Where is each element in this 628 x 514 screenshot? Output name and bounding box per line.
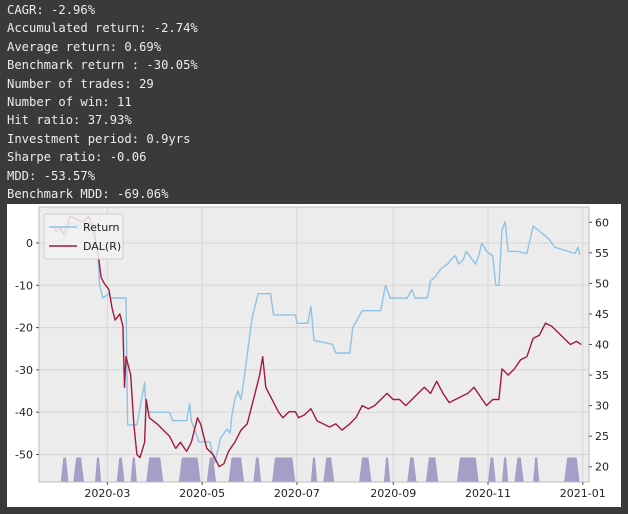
- stat-hit-ratio: Hit ratio: 37.93%: [7, 113, 132, 128]
- position-shading-band: [564, 457, 580, 482]
- y-left-tick-label: -20: [15, 322, 33, 335]
- stat-sharpe-ratio: Sharpe ratio: -0.06: [7, 150, 147, 165]
- position-shading-band: [501, 457, 509, 482]
- y-right-tick-label: 30: [595, 400, 609, 413]
- position-shading-band: [425, 457, 439, 482]
- y-right-tick-label: 20: [595, 461, 609, 474]
- position-shading-band: [514, 457, 524, 482]
- position-shading-band: [310, 457, 318, 482]
- stat-benchmark-return: Benchmark return : -30.05%: [7, 58, 198, 73]
- y-right-tick-label: 60: [595, 216, 609, 229]
- x-tick-label: 2020-05: [179, 487, 225, 500]
- y-right-tick-label: 50: [595, 277, 609, 290]
- plot-background: [39, 207, 589, 482]
- x-tick-label: 2020-11: [465, 487, 511, 500]
- y-right-tick-label: 45: [595, 308, 609, 321]
- stat-accumulated-return: Accumulated return: -2.74%: [7, 21, 198, 36]
- stat-mdd: MDD: -53.57%: [7, 168, 96, 183]
- x-tick-label: 2021-01: [560, 487, 606, 500]
- y-left-tick-label: -50: [15, 449, 33, 462]
- y-right-tick-label: 55: [595, 247, 609, 260]
- position-shading-band: [146, 457, 164, 482]
- position-shading-band: [272, 457, 296, 482]
- position-shading-band: [488, 457, 496, 482]
- y-right-tick-label: 35: [595, 369, 609, 382]
- stat-cagr: CAGR: -2.96%: [7, 3, 96, 17]
- return-vs-benchmark-chart: 0 -10 -20 -30 -40 -50 60 55 50 45 40 35 30 25 20 2020-0…: [15, 206, 609, 500]
- stat-investment-period: Investment period: 0.9yrs: [7, 131, 191, 146]
- series-line-dal: [52, 215, 582, 468]
- position-shading-band: [73, 457, 85, 482]
- position-shading-band: [228, 457, 245, 482]
- y-left-tick-label: -30: [15, 364, 33, 377]
- y-left-tick-label: -40: [15, 406, 33, 419]
- position-shading-band: [94, 457, 102, 482]
- stat-benchmark-mdd: Benchmark MDD: -69.06%: [7, 187, 169, 202]
- y-left-tick-label: 0: [26, 237, 33, 250]
- x-tick-label: 2020-07: [274, 487, 320, 500]
- legend-box: [43, 213, 124, 260]
- y-right-tick-label: 40: [595, 339, 609, 352]
- position-shading-band: [323, 457, 335, 482]
- position-shading-band: [178, 457, 201, 482]
- position-shading-band: [383, 457, 391, 482]
- position-shading-band: [359, 457, 372, 482]
- legend-label-return: Return: [83, 221, 120, 234]
- backtest-stats: CAGR: -2.96% Accumulated return: -2.74% …: [7, 1, 198, 203]
- position-shading-band: [60, 457, 69, 482]
- position-shading-band: [116, 457, 125, 482]
- position-shading-band: [206, 457, 217, 482]
- position-shading-band: [533, 457, 540, 482]
- x-tick-label: 2020-03: [84, 487, 130, 500]
- stat-average-return: Average return: 0.69%: [7, 39, 162, 54]
- chart-panel: 0 -10 -20 -30 -40 -50 60 55 50 45 40 35 30 25 20 2020-0…: [7, 204, 621, 507]
- position-shading-band: [407, 457, 417, 482]
- x-tick-label: 2020-09: [370, 487, 416, 500]
- stat-number-of-win: Number of win: 11: [7, 95, 132, 110]
- y-right-tick-label: 25: [595, 430, 609, 443]
- series-line-return: [52, 221, 581, 464]
- legend-label-dal: DAL(R): [83, 240, 121, 253]
- stat-number-of-trades: Number of trades: 29: [7, 76, 154, 91]
- y-left-tick-label: -10: [15, 279, 33, 292]
- position-shading-band: [456, 457, 479, 482]
- position-shading-band: [130, 457, 137, 482]
